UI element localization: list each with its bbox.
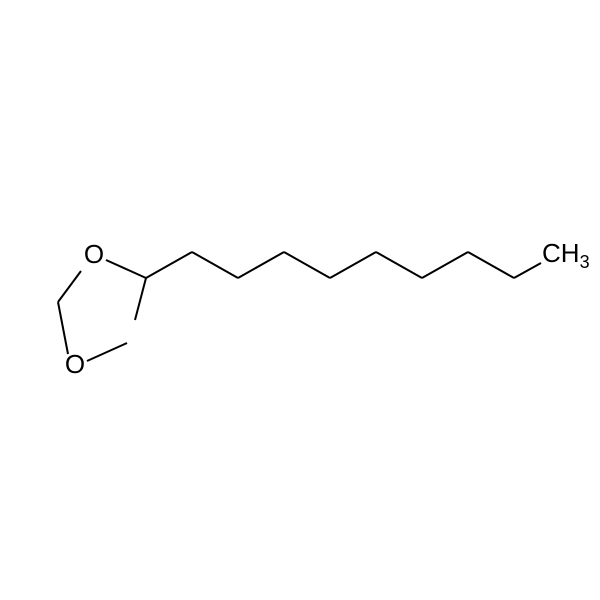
bond-0 [58, 302, 68, 354]
atom-label-o-1: O [65, 349, 85, 379]
molecule-canvas: O O CH3 [0, 0, 600, 600]
atom-label-ch3: CH3 [542, 238, 590, 272]
bond-12 [468, 252, 514, 278]
atom-label-o-0: O [84, 239, 104, 269]
bond-10 [376, 252, 422, 278]
bond-1 [58, 271, 81, 302]
bond-2 [106, 260, 146, 278]
bond-8 [284, 252, 330, 278]
bond-3 [135, 278, 146, 320]
bond-4 [87, 343, 127, 361]
bond-13 [514, 263, 541, 278]
bond-11 [422, 252, 468, 278]
bond-5 [146, 252, 192, 278]
bond-9 [330, 252, 376, 278]
bond-7 [238, 252, 284, 278]
bond-6 [192, 252, 238, 278]
